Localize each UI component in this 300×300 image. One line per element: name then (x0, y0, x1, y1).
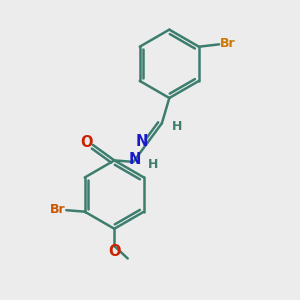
Text: H: H (171, 120, 182, 133)
Text: N: N (129, 152, 141, 167)
Text: N: N (136, 134, 148, 149)
Text: H: H (148, 158, 158, 171)
Text: Br: Br (220, 37, 236, 50)
Text: O: O (108, 244, 121, 259)
Text: O: O (80, 135, 93, 150)
Text: Br: Br (50, 203, 65, 216)
